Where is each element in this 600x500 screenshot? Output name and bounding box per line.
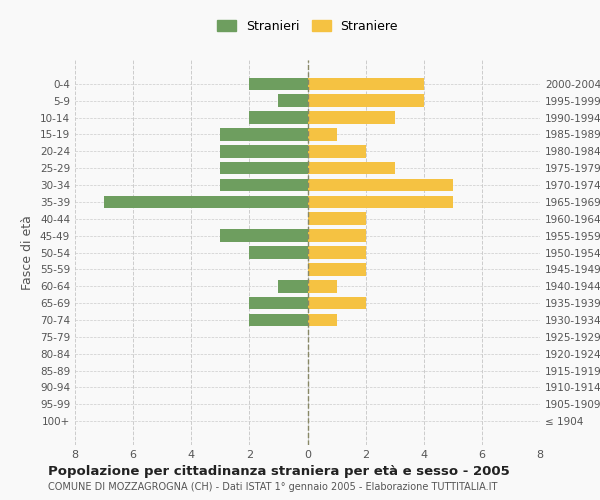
Bar: [278, 94, 308, 107]
Bar: [250, 78, 308, 90]
Bar: [250, 297, 308, 310]
Bar: [308, 128, 337, 141]
Bar: [250, 111, 308, 124]
Bar: [308, 263, 365, 276]
Bar: [220, 128, 308, 141]
Bar: [308, 230, 365, 242]
Bar: [278, 280, 308, 292]
Bar: [250, 246, 308, 259]
Bar: [308, 280, 337, 292]
Bar: [220, 178, 308, 192]
Legend: Stranieri, Straniere: Stranieri, Straniere: [213, 16, 402, 36]
Bar: [308, 178, 453, 192]
Bar: [220, 145, 308, 158]
Bar: [220, 162, 308, 174]
Bar: [308, 297, 365, 310]
Bar: [308, 78, 424, 90]
Bar: [308, 212, 365, 225]
Bar: [220, 230, 308, 242]
Bar: [250, 314, 308, 326]
Bar: [308, 314, 337, 326]
Bar: [308, 111, 395, 124]
Bar: [308, 145, 365, 158]
Bar: [308, 94, 424, 107]
Text: Popolazione per cittadinanza straniera per età e sesso - 2005: Popolazione per cittadinanza straniera p…: [48, 465, 510, 478]
Bar: [308, 246, 365, 259]
Bar: [308, 196, 453, 208]
Text: COMUNE DI MOZZAGROGNA (CH) - Dati ISTAT 1° gennaio 2005 - Elaborazione TUTTITALI: COMUNE DI MOZZAGROGNA (CH) - Dati ISTAT …: [48, 482, 497, 492]
Bar: [308, 162, 395, 174]
Bar: [104, 196, 308, 208]
Y-axis label: Fasce di età: Fasce di età: [22, 215, 34, 290]
